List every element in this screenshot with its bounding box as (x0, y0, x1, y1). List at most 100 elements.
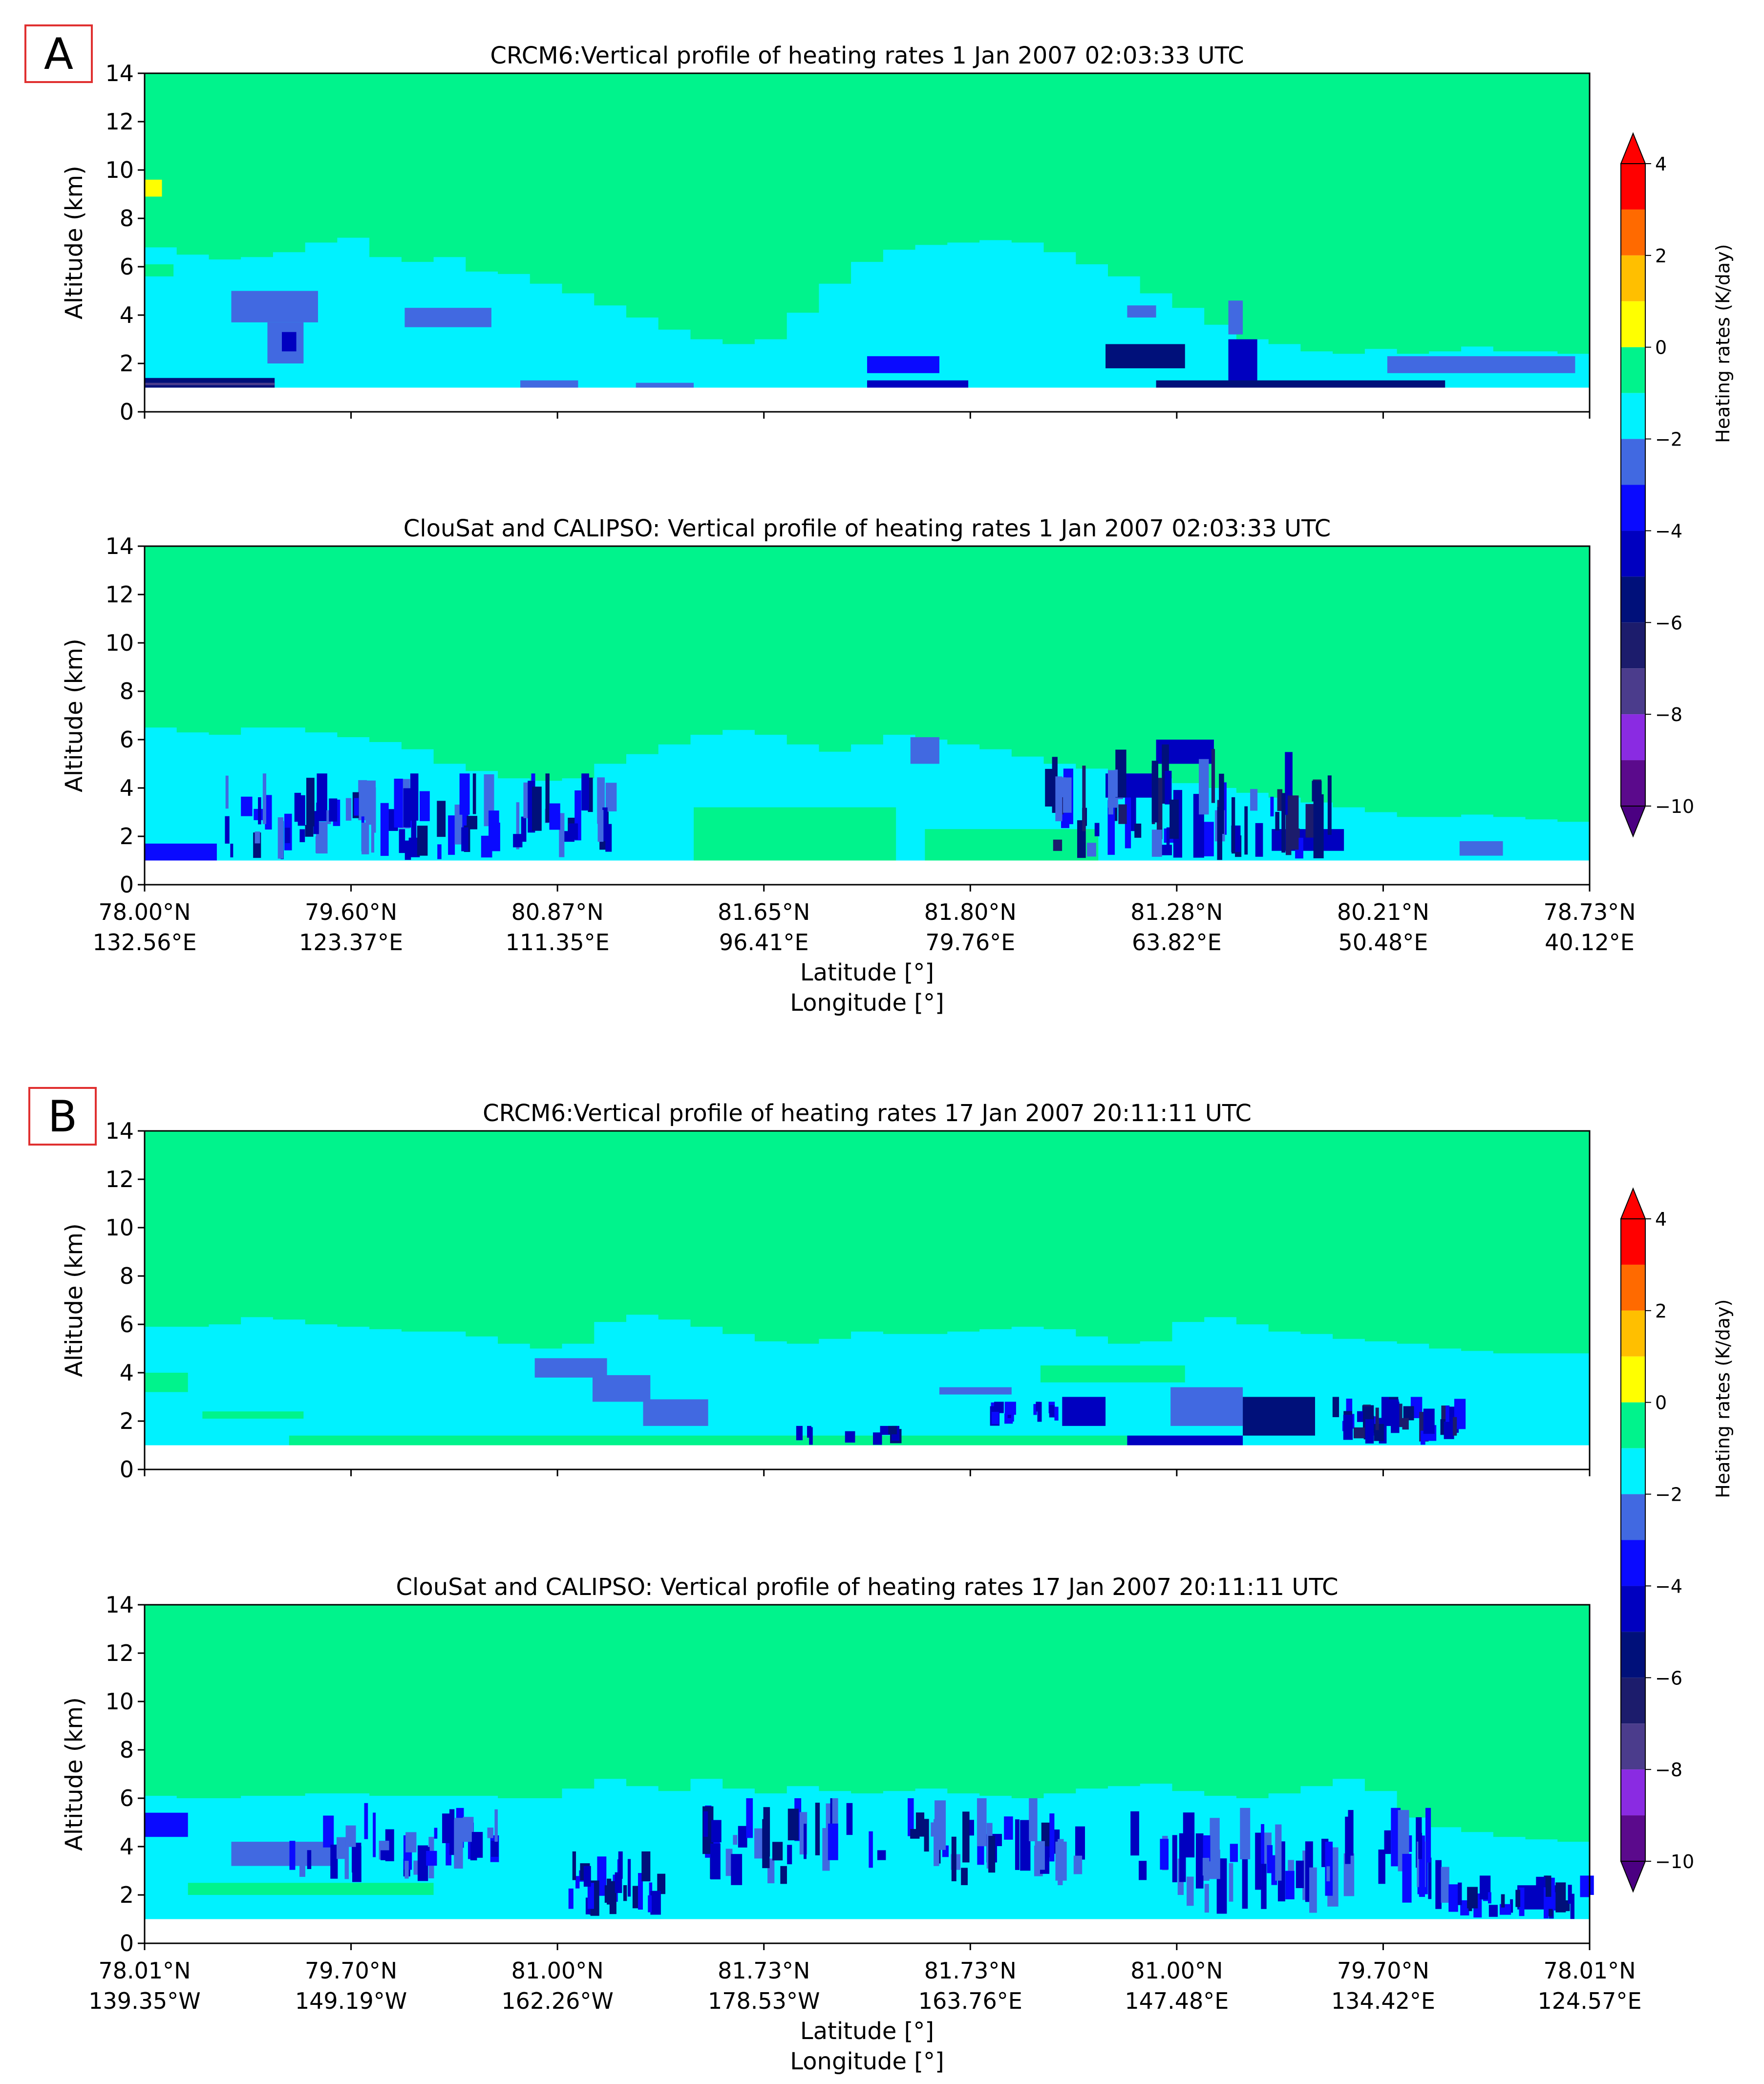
field-streak-1-12 (258, 797, 261, 825)
colorbar-bin-13 (1621, 1769, 1645, 1816)
x-tick-label-lon: 139.35°W (88, 1988, 200, 2014)
field-patch-16 (1228, 300, 1243, 335)
y-tick-label: 4 (120, 1833, 134, 1860)
field-streak-1-11 (305, 825, 314, 837)
panel-label-a: A (24, 24, 93, 83)
colorbar-tick-label: −10 (1655, 1851, 1694, 1872)
field-streak-1-64 (225, 816, 230, 844)
colorbar-tick-label: −8 (1655, 1759, 1682, 1781)
field-streak-1-45 (408, 837, 420, 857)
field-streak-2-43 (1094, 823, 1100, 836)
x-tick-label-lon: 79.76°E (925, 929, 1015, 956)
field-streak-4-47 (1240, 1808, 1251, 1860)
field-streak-1-71 (294, 792, 301, 822)
field-streak-1-33 (545, 773, 550, 823)
field-streak-3-37 (1365, 1419, 1374, 1444)
field-streak-2-57 (1199, 759, 1209, 815)
y-tick-label: 14 (105, 533, 134, 559)
colorbar-tick-label: 0 (1655, 337, 1667, 359)
field-patch-8 (145, 843, 217, 861)
x-tick-label-lon: 63.82°E (1132, 929, 1222, 956)
field-streak-2-13 (609, 1881, 616, 1914)
field-streak-3-63 (931, 1822, 934, 1837)
x-tick-label-lon: 134.42°E (1331, 1988, 1435, 2014)
colorbar-tick-label: 4 (1655, 153, 1667, 175)
colorbar-bin-14 (1621, 1815, 1645, 1861)
field-streak-1-2 (446, 1837, 452, 1866)
field-streak-1-31 (426, 1850, 437, 1866)
x-tick-label-lat: 78.01°N (1543, 1957, 1636, 1984)
x-tick-label-lon: 147.48°E (1125, 1988, 1229, 2014)
field-streak-3-8 (780, 1866, 787, 1884)
colorbar-bin-6 (1621, 393, 1645, 439)
field-streak-3-64 (1073, 1855, 1083, 1874)
field-patch-2 (925, 829, 1099, 861)
field-bottom-gap (145, 860, 1590, 885)
field-streak-2-11 (1203, 822, 1214, 856)
field-streak-5-19 (1555, 1882, 1566, 1913)
field-streak-5-29 (1488, 1892, 1491, 1904)
y-axis-label: Altitude (km) (61, 166, 88, 319)
field-streak-3-44 (754, 1828, 764, 1859)
field-streak-2-42 (1087, 843, 1096, 857)
field-streak-3-39 (1445, 1405, 1449, 1422)
field-streak-1-76 (329, 798, 338, 822)
field-streak-5-26 (1501, 1894, 1505, 1908)
field-patch-4 (534, 1358, 607, 1378)
field-streak-3-36 (1402, 1418, 1409, 1430)
field-streak-4-48 (1204, 1884, 1209, 1913)
field-streak-1-89 (255, 831, 260, 844)
field-streak-4-53 (1172, 1835, 1177, 1883)
field-streak-2-24 (650, 1891, 661, 1915)
field-streak-1-10 (796, 1425, 803, 1441)
field-streak-3-38 (1423, 1408, 1435, 1434)
field-streak-4-54 (1326, 1866, 1330, 1882)
field-streak-2-14 (1037, 1402, 1042, 1422)
field-streak-1-35 (316, 822, 328, 854)
field-streak-2-66 (1115, 769, 1118, 797)
field-layer-1 (145, 1779, 1590, 1919)
field-patch-6 (643, 1399, 708, 1426)
x-tick-label-lat: 78.00°N (98, 899, 191, 925)
field-streak-3-14 (1004, 1816, 1013, 1840)
colorbar-tick-label: −8 (1655, 704, 1682, 725)
field-streak-1-79 (372, 787, 376, 833)
field-streak-4-12 (1348, 1810, 1354, 1856)
field-streak-3-69 (1035, 1841, 1045, 1870)
field-streak-2-15 (618, 1851, 623, 1879)
field-patch-11 (1243, 1397, 1315, 1436)
field-streak-1-85 (354, 798, 359, 816)
field-patch-7 (1459, 841, 1503, 856)
field-patch-2 (145, 264, 174, 276)
field-streak-4-20 (1384, 1830, 1391, 1854)
field-streak-3-40 (1375, 1407, 1379, 1430)
x-tick-label-lat: 81.28°N (1130, 899, 1223, 925)
field-patch-6 (404, 308, 491, 327)
field-streak-3-59 (772, 1842, 783, 1861)
field-patch-3 (289, 1435, 1156, 1446)
field-streak-1-8 (807, 1425, 811, 1438)
field-streak-2-11 (597, 1856, 607, 1896)
field-streak-3-29 (1343, 1415, 1353, 1440)
field-streak-4-38 (1209, 1850, 1220, 1879)
x-tick-label-lat: 78.01°N (98, 1957, 191, 1984)
field-streak-5-5 (1565, 1900, 1570, 1912)
field-streak-2-10 (575, 1876, 580, 1889)
field-streak-1-16 (262, 773, 266, 824)
field-streak-2-28 (627, 1859, 631, 1897)
colorbar-2: 4 2 0 −2 −4 −6 −8 −10 Heating rates (K/day) (1620, 1187, 1734, 1893)
field-streak-5-6 (1570, 1893, 1574, 1919)
y-tick-label: 0 (120, 1456, 134, 1483)
field-streak-4-56 (1202, 1858, 1210, 1876)
field-streak-1-39 (285, 828, 290, 843)
field-streak-3-32 (961, 1868, 968, 1885)
field-streak-1-28 (399, 829, 405, 853)
field-streak-1-82 (549, 803, 560, 830)
field-streak-1-61 (437, 844, 442, 859)
field-patch-8 (145, 383, 275, 385)
colorbar-bin-13 (1621, 714, 1645, 761)
field-streak-1-40 (405, 1832, 417, 1852)
y-tick-label: 12 (105, 108, 134, 135)
field-streak-1-83 (597, 809, 604, 842)
